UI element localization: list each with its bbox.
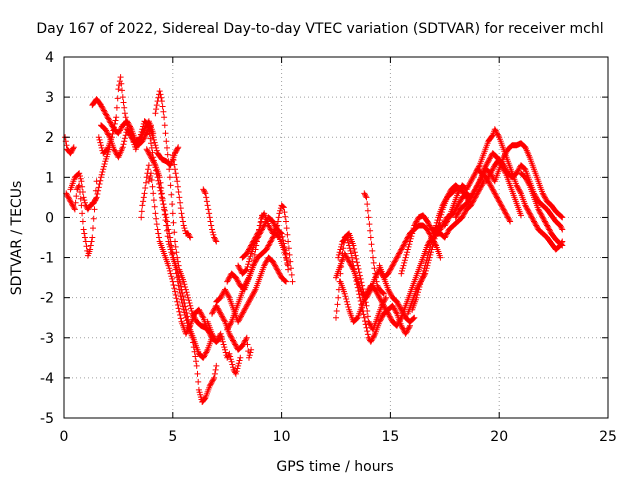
satellite-track — [63, 178, 100, 259]
gridlines — [64, 57, 608, 418]
satellite-track — [204, 318, 244, 377]
plus-markers — [361, 190, 387, 297]
satellite-track — [138, 162, 152, 221]
plus-markers — [213, 254, 289, 325]
data-points — [62, 74, 566, 405]
plus-markers — [98, 118, 182, 169]
plus-markers — [239, 202, 296, 285]
x-tick-label: 5 — [168, 429, 177, 445]
y-tick-label: 0 — [45, 210, 54, 226]
plot-frame — [63, 56, 609, 419]
x-tick-label: 25 — [599, 429, 617, 445]
satellite-track — [239, 202, 296, 285]
satellite-track — [200, 186, 220, 245]
plus-markers — [518, 170, 566, 249]
y-tick-label: -1 — [40, 251, 54, 267]
axis-ticks: 0 5 10 15 20 25 -5 -4 -3 -2 -1 0 1 2 3 4 — [40, 50, 617, 445]
satellite-track — [67, 144, 113, 213]
satellite-track — [213, 254, 289, 325]
y-tick-label: -2 — [40, 291, 54, 307]
x-axis-label: GPS time / hours — [276, 459, 393, 475]
x-tick-label: 15 — [381, 429, 399, 445]
y-tick-label: 3 — [45, 90, 54, 106]
satellite-track — [441, 126, 566, 253]
satellite-track — [209, 302, 255, 361]
y-tick-label: 4 — [45, 50, 54, 66]
satellite-track — [224, 212, 265, 333]
y-tick-label: -3 — [40, 331, 54, 347]
y-tick-label: -5 — [40, 411, 54, 427]
satellite-track — [474, 166, 514, 225]
plus-markers — [441, 126, 566, 253]
plus-markers — [169, 152, 194, 241]
y-axis-label: SDTVAR / TECUs — [9, 181, 25, 296]
plus-markers — [138, 162, 152, 221]
x-tick-label: 0 — [60, 429, 69, 445]
plus-markers — [224, 212, 265, 333]
y-tick-label: 2 — [45, 130, 54, 146]
y-tick-label: 1 — [45, 170, 54, 186]
satellite-track — [361, 190, 387, 297]
chart-title: Day 167 of 2022, Sidereal Day-to-day VTE… — [36, 21, 603, 37]
plus-markers — [63, 178, 100, 259]
plus-markers — [209, 302, 255, 361]
plus-markers — [200, 186, 220, 245]
satellite-track — [98, 118, 182, 169]
x-tick-label: 20 — [490, 429, 508, 445]
plus-markers — [204, 318, 244, 377]
x-tick-label: 10 — [273, 429, 291, 445]
satellite-track — [169, 152, 194, 241]
satellite-track — [518, 170, 566, 249]
plus-markers — [67, 144, 113, 213]
y-tick-label: -4 — [40, 371, 54, 387]
plus-markers — [474, 166, 514, 225]
